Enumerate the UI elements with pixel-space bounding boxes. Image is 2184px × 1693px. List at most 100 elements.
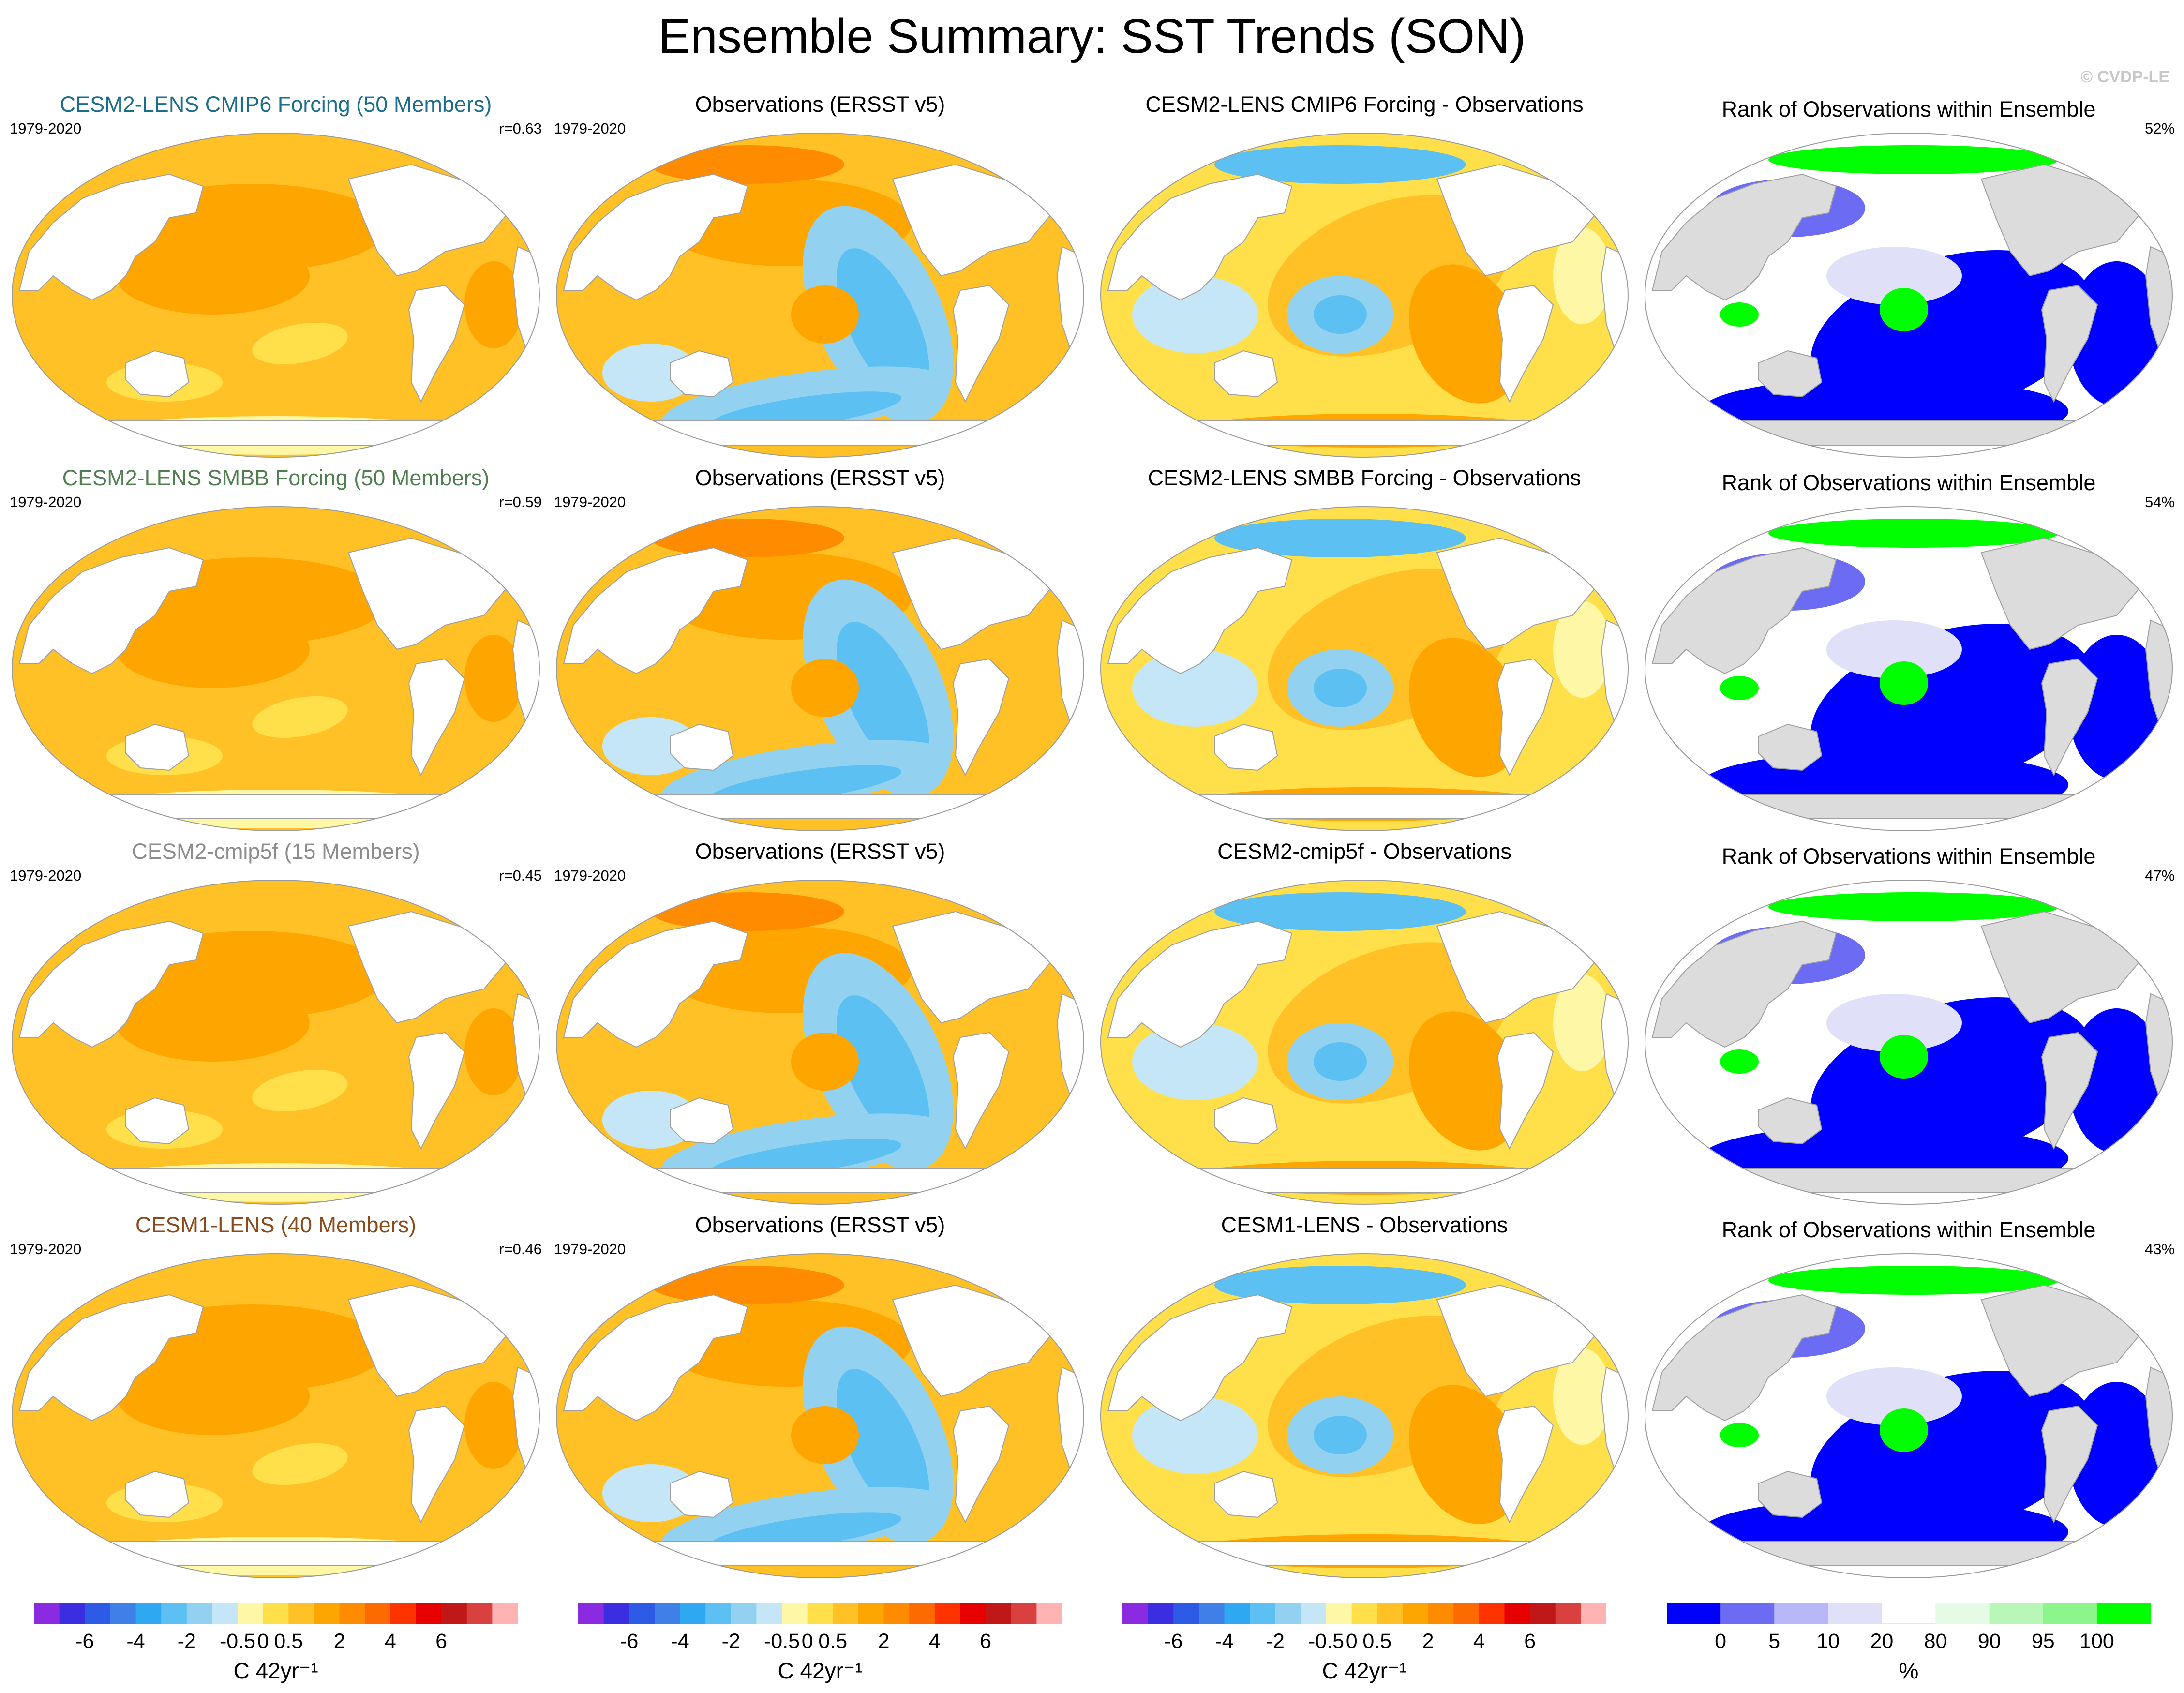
land-layer (1651, 911, 2172, 1193)
colorbar-swatch (1402, 1603, 1429, 1624)
colorbar-tick-label: 0 (801, 1630, 813, 1653)
field-npac-neutral (1826, 1367, 1962, 1425)
continent-outline (563, 547, 748, 674)
field-cpac-coolcore (1314, 1416, 1367, 1454)
field-epac-warm (1408, 1385, 1524, 1524)
field-layer (1645, 507, 2172, 831)
continent-outline (1107, 173, 1293, 301)
globe-border (1645, 506, 2173, 831)
field-layer (12, 1254, 539, 1578)
continent-outline (66, 794, 486, 819)
field-atl-warm (464, 1008, 523, 1095)
field-atl-low (2068, 1008, 2165, 1154)
continent-outline (892, 911, 1053, 1024)
continent-outline (892, 537, 1053, 650)
colorbar-tick-label: -0.5 (1308, 1630, 1345, 1653)
field-spac-cool (252, 1069, 348, 1112)
diff-map (1100, 1253, 1629, 1578)
colorbar-tick-label: -6 (1164, 1630, 1183, 1653)
globe-border (556, 506, 1084, 831)
colorbar-swatch (110, 1603, 136, 1624)
colorbar-swatch (238, 1603, 264, 1624)
field-arctic-warm (651, 1266, 844, 1304)
field-sio-cool (602, 344, 699, 402)
field-io-cool (1132, 1023, 1258, 1100)
field-epac-coolcore (837, 995, 929, 1147)
field-atl-neutral (1553, 1348, 1611, 1445)
watermark: © CVDP-LE (2080, 68, 2169, 86)
colorbar-swatch (1326, 1603, 1352, 1624)
rank-map (1645, 133, 2173, 458)
colorbar-swatch (680, 1603, 706, 1624)
diff-panel-title: CESM1-LENS - Observations (1221, 1213, 1508, 1237)
field-wpac-warm (116, 1358, 310, 1435)
colorbar-swatch (492, 1603, 518, 1624)
field-arctic-high (1768, 892, 2059, 921)
field-swpac-warm (791, 1033, 859, 1091)
field-sio-cool (602, 1091, 699, 1149)
field-io-cool (1132, 649, 1258, 727)
globe-border (1645, 880, 2173, 1205)
colorbar-swatch (731, 1603, 757, 1624)
colorbar-swatch (365, 1603, 391, 1624)
colorbar-swatch (314, 1603, 340, 1624)
model-panel-title: CESM2-LENS CMIP6 Forcing (50 Members) (60, 92, 492, 117)
land-layer (1107, 164, 1628, 446)
colorbar-swatch (1275, 1603, 1301, 1624)
continent-outline (1980, 911, 2142, 1024)
colorbar-swatch (212, 1603, 238, 1624)
continent-outline (1980, 164, 2142, 277)
continent-outline (670, 1470, 734, 1518)
colorbar-swatch (858, 1603, 884, 1624)
continent-outline (563, 920, 748, 1048)
obs-map (556, 506, 1084, 831)
colorbar-tick-label: 0 (1715, 1630, 1727, 1653)
period-label: 1979-2020 (554, 867, 626, 884)
colorbar-swatch (1530, 1603, 1556, 1624)
colorbar-tick-label: 0.5 (818, 1630, 848, 1653)
continent-outline (1758, 1097, 1823, 1145)
rank-panel-title: Rank of Observations within Ensemble (1721, 97, 2096, 121)
continent-outline (1496, 658, 1554, 777)
field-sio-cool (602, 1464, 699, 1522)
land-layer (563, 911, 1084, 1193)
land-layer (1651, 1284, 2172, 1566)
land-layer (1107, 1284, 1628, 1566)
field-arctic-cool (1214, 519, 1466, 557)
colorbar-tick-label: -4 (126, 1630, 145, 1653)
diff-panel-title: CESM2-LENS SMBB Forcing - Observations (1148, 465, 1581, 490)
colorbar-tick-label: 2 (333, 1630, 345, 1653)
rank-panel-title: Rank of Observations within Ensemble (1721, 1217, 2096, 1242)
continent-outline (1699, 794, 2119, 819)
field-cpac-coolcore (1314, 295, 1367, 334)
continent-outline (125, 350, 190, 398)
continent-outline (1107, 1294, 1293, 1422)
period-label: 1979-2020 (554, 1241, 626, 1258)
rank-percent-label: 43% (2144, 1241, 2175, 1258)
colorbar-swatch (1720, 1603, 1775, 1624)
field-epac-coolcore (837, 248, 929, 400)
field-atl-low (2068, 1382, 2165, 1527)
continent-outline (18, 173, 204, 301)
field-arctic-high (1768, 1266, 2059, 1295)
colorbar-swatch (1555, 1603, 1581, 1624)
continent-outline (66, 1168, 486, 1193)
field-io-cool (1132, 276, 1258, 353)
field-npac-neutral (1826, 620, 1962, 678)
colorbar-tick-label: 90 (1977, 1630, 2001, 1653)
period-label: 1979-2020 (10, 494, 82, 510)
field-arctic-cool (1214, 1266, 1466, 1304)
colorbar-swatch (1011, 1603, 1037, 1624)
field-layer (1101, 507, 1628, 831)
continent-outline (1214, 723, 1278, 771)
period-label: 1979-2020 (10, 867, 82, 884)
trend-colorbar (1122, 1603, 1606, 1624)
colorbar-units-label: C 42yr⁻¹ (233, 1658, 318, 1683)
continent-outline (1436, 537, 1598, 650)
land-layer (1651, 537, 2172, 819)
field-atl-low (2068, 261, 2165, 406)
colorbar-swatch (934, 1603, 960, 1624)
field-layer (1101, 1254, 1628, 1578)
field-arctic-warm (651, 892, 844, 931)
colorbar-tick-label: -0.5 (763, 1630, 800, 1653)
